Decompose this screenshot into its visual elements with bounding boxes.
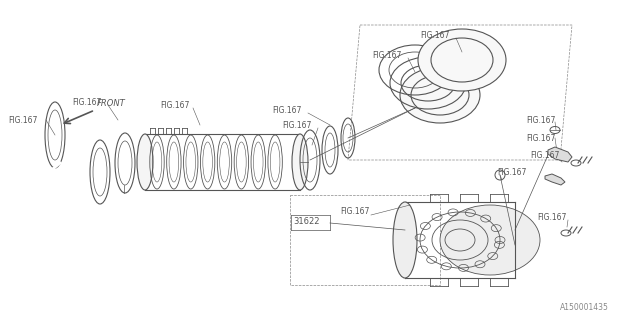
Text: FIG.167: FIG.167 — [272, 106, 301, 115]
Text: 31622: 31622 — [293, 218, 319, 227]
Ellipse shape — [400, 67, 480, 123]
Text: FIG.167: FIG.167 — [526, 133, 556, 142]
Text: A150001435: A150001435 — [560, 303, 609, 312]
Ellipse shape — [137, 134, 153, 190]
Ellipse shape — [418, 29, 506, 91]
Text: FIG.167: FIG.167 — [340, 207, 369, 217]
Polygon shape — [545, 174, 565, 185]
Text: FIG.167: FIG.167 — [537, 212, 566, 221]
Polygon shape — [548, 147, 572, 162]
Text: FIG.167: FIG.167 — [8, 116, 37, 124]
Ellipse shape — [393, 202, 417, 278]
Text: FIG.167: FIG.167 — [497, 167, 526, 177]
Text: FIG.167: FIG.167 — [526, 116, 556, 124]
Text: FIG.167: FIG.167 — [72, 98, 101, 107]
Ellipse shape — [292, 134, 308, 190]
Text: FIG.167: FIG.167 — [420, 30, 449, 39]
Ellipse shape — [440, 205, 540, 275]
Text: FRONT: FRONT — [97, 99, 125, 108]
Text: FIG.167: FIG.167 — [160, 100, 189, 109]
Text: FIG.167: FIG.167 — [372, 51, 401, 60]
Text: FIG.167: FIG.167 — [530, 150, 559, 159]
Text: FIG.167: FIG.167 — [282, 121, 312, 130]
